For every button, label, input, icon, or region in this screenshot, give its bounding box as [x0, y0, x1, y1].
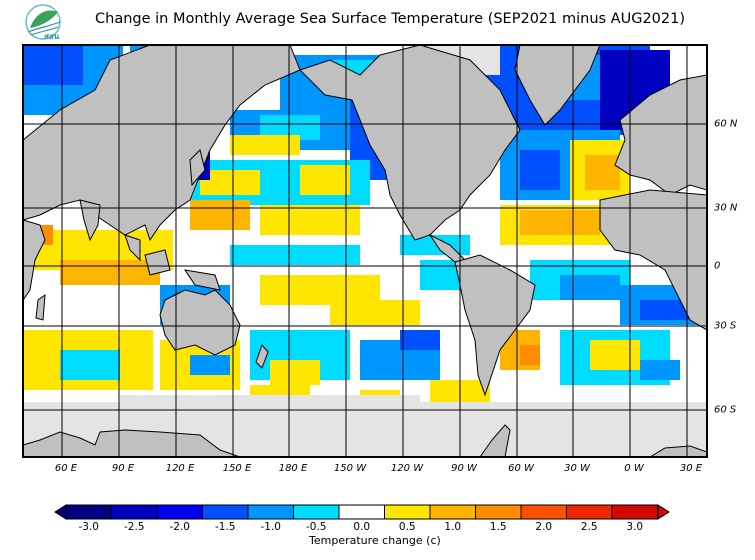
colorbar-tick-label: -1.5: [215, 521, 236, 533]
lon-label: 0 W: [624, 463, 644, 474]
land-antarctic-peninsula: [479, 424, 511, 457]
colorbar-segment: [384, 504, 431, 520]
land-north-america: [299, 45, 521, 241]
land-new-zealand: [255, 344, 269, 369]
colorbar-tick-label: -2.5: [124, 521, 145, 533]
colorbar-segment: [202, 504, 249, 520]
lon-label: 150 E: [222, 463, 252, 474]
lon-label: 120 W: [390, 463, 424, 474]
colorbar-tick-label: 2.5: [580, 521, 598, 533]
land-europe: [614, 74, 707, 196]
colorbar-title: Temperature change (c): [309, 534, 441, 547]
colorbar-max-arrow: [657, 504, 670, 520]
land-layer: [23, 45, 707, 457]
organization-logo: [22, 2, 64, 42]
lon-label: 30 W: [564, 463, 590, 474]
colorbar-tick-label: 1.0: [444, 521, 462, 533]
land-antarctica-east: [649, 445, 707, 457]
lon-label: 150 W: [333, 463, 367, 474]
map-frame: [22, 44, 708, 458]
lon-label: 120 E: [165, 463, 195, 474]
colorbar-segment: [111, 504, 158, 520]
lon-label: 60 E: [54, 463, 78, 474]
colorbar-tick-label: 3.0: [626, 521, 644, 533]
colorbar-segment: [520, 504, 567, 520]
lat-label: 30 S: [714, 320, 737, 332]
colorbar-tick-label: -2.0: [169, 521, 191, 533]
colorbar-tick-label: 1.5: [489, 521, 507, 533]
lat-label: 60 S: [714, 404, 737, 416]
land-east-africa: [23, 219, 46, 301]
lon-label: 90 W: [451, 463, 477, 474]
colorbar-segment: [156, 504, 203, 520]
colorbar-segment: [429, 504, 476, 520]
graticule: [23, 45, 707, 457]
land-south-america: [454, 254, 536, 397]
land-japan: [189, 149, 206, 187]
land-borneo: [144, 249, 171, 276]
land-new-guinea: [183, 269, 221, 291]
lon-label: 180 E: [278, 463, 308, 474]
land-indochina: [124, 234, 141, 262]
colorbar-tick-label: -3.0: [78, 521, 100, 533]
colorbar-segment: [65, 504, 112, 520]
colorbar-tick-label: 0.0: [353, 521, 371, 533]
colorbar-segment: [293, 504, 340, 520]
land-australia: [159, 289, 241, 356]
land-africa: [599, 189, 707, 331]
lat-label: 30 N: [714, 202, 738, 214]
colorbar-segment: [566, 504, 613, 520]
land-india: [79, 199, 101, 242]
colorbar-segment: [338, 504, 385, 520]
lat-label: 0: [714, 260, 721, 272]
lat-label: 60 N: [714, 118, 738, 130]
sst-map: [22, 44, 708, 458]
colorbar-segment: [611, 504, 658, 520]
chart-title: Change in Monthly Average Sea Surface Te…: [95, 11, 685, 27]
colorbar-tick-label: -0.5: [306, 521, 327, 533]
logo-text: สสน: [44, 32, 60, 41]
colorbar-tick-label: -1.0: [260, 521, 282, 533]
land-madagascar: [35, 293, 46, 321]
colorbar-segment: [475, 504, 522, 520]
lon-label: 60 W: [508, 463, 534, 474]
colorbar-segment: [247, 504, 294, 520]
colorbar-tick-label: 2.0: [535, 521, 553, 533]
lon-label: 90 E: [111, 463, 135, 474]
land-antarctica: [23, 429, 241, 457]
colorbar-min-arrow: [54, 504, 67, 520]
colorbar-tick-label: 0.5: [398, 521, 416, 533]
lon-label: 30 E: [679, 463, 703, 474]
